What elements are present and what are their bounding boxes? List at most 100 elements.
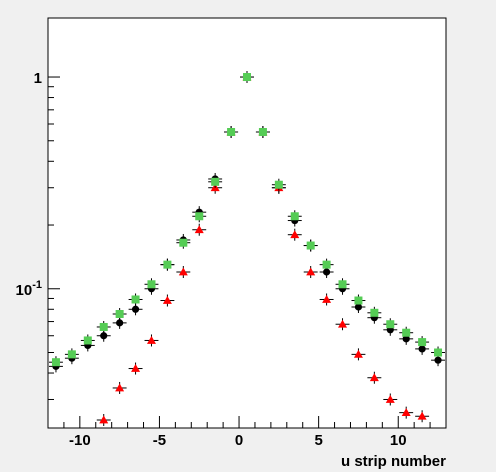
data-point [112,308,127,321]
triangle-marker [338,319,348,328]
chart-marks [49,71,445,426]
circle-marker [116,319,124,327]
triangle-marker [290,230,300,239]
triangle-marker [146,335,156,344]
data-point [431,346,445,359]
data-point [176,236,191,249]
data-point [192,223,207,236]
square-marker [418,338,427,347]
triangle-marker [99,415,109,424]
y-tick-label: 1 [34,70,42,87]
square-marker [338,280,347,289]
chart-axes [47,17,447,429]
square-marker [322,260,331,269]
triangle-marker [369,373,379,382]
data-point [287,228,302,241]
data-point [303,239,318,252]
square-marker [67,350,76,359]
triangle-marker [353,349,363,358]
data-point [319,293,334,306]
data-point [271,178,286,191]
plot-frame [47,17,447,429]
circle-marker [418,345,426,353]
square-marker [83,336,92,345]
square-marker [370,308,379,317]
x-tick-label: 0 [235,432,243,449]
circle-marker [434,356,442,364]
data-point [399,406,414,419]
square-marker [131,295,140,304]
triangle-marker [162,296,172,304]
data-point [208,175,223,188]
data-point [399,332,414,345]
square-marker [99,322,108,331]
circle-marker [402,335,410,343]
triangle-marker [322,294,332,303]
data-point [383,393,398,406]
data-point [303,265,318,278]
square-marker [195,212,204,221]
data-point [383,318,398,331]
square-marker [115,310,124,319]
data-point [415,410,430,423]
data-point [160,258,175,271]
triangle-marker [306,267,316,276]
circle-marker [354,303,363,311]
x-tick-label: -5 [153,432,166,449]
data-point [80,334,95,347]
square-marker [290,212,299,221]
data-point [335,318,350,331]
data-point [287,210,302,223]
data-point [351,294,366,307]
square-marker [354,296,363,305]
data-point [335,278,350,291]
plot-area [48,18,446,428]
circle-marker [100,332,108,340]
y-tick-exponent: -1 [32,279,42,291]
square-marker [274,180,283,189]
triangle-marker [131,364,141,372]
triangle-marker [385,394,395,403]
data-point [399,326,414,339]
circle-marker [323,268,331,276]
data-point [319,265,334,278]
data-point [319,258,334,271]
square-marker [211,177,220,186]
data-point [192,210,207,223]
square-marker [227,127,236,136]
x-axis-title: u strip number [341,453,446,470]
x-tick-label: -10 [69,432,91,449]
data-point [96,413,111,426]
data-point [49,356,63,369]
series-square [49,71,445,369]
data-point [144,334,159,347]
triangle-marker [115,383,125,392]
data-point [176,265,191,278]
square-marker [306,241,315,250]
square-marker [402,328,411,337]
triangle-marker [178,267,188,276]
square-marker [147,280,156,289]
data-point [128,293,143,306]
triangle-marker [401,408,411,417]
data-point [128,362,143,375]
x-axis-ticks: -10 -5 0 5 10 [47,416,447,449]
data-point [64,348,79,361]
data-point [367,371,382,384]
triangle-marker [417,411,427,420]
data-point [240,71,254,84]
square-marker [179,238,188,247]
data-point [112,381,127,394]
square-marker [258,127,267,136]
data-point [96,320,111,333]
square-marker [386,320,395,329]
data-point [415,336,430,349]
data-point [255,125,270,138]
x-tick-label: 10 [390,432,407,449]
square-marker [51,358,60,367]
x-tick-label: 5 [314,432,322,449]
square-marker [243,73,251,82]
data-point [224,125,239,138]
square-marker [434,348,443,357]
